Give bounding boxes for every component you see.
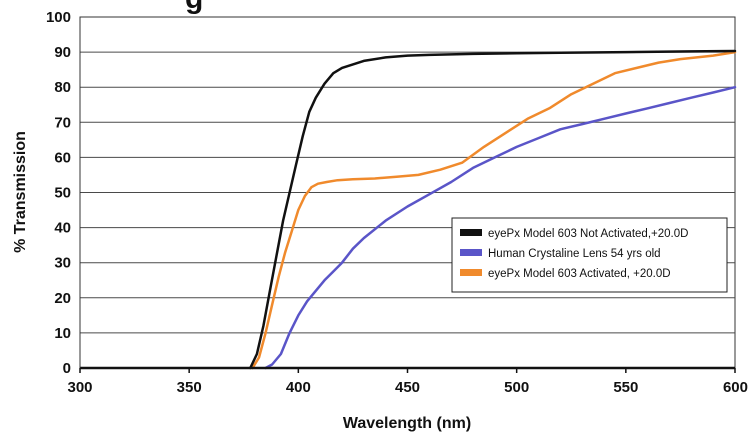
y-axis-title: % Transmission: [12, 131, 29, 253]
y-tick-label: 0: [63, 360, 71, 377]
y-tick-label: 80: [54, 79, 71, 96]
x-tick-labels: 300 350 400 450 500 550 600: [67, 379, 748, 396]
legend-swatch-1: [460, 249, 482, 256]
series-line-1: [264, 85, 737, 370]
y-tick-label: 90: [54, 44, 71, 61]
x-tick-label: 450: [395, 379, 420, 396]
x-tick-label: 550: [613, 379, 638, 396]
y-tick-label: 50: [54, 185, 71, 202]
x-tick-label: 350: [177, 379, 202, 396]
legend-box: [451, 217, 728, 293]
chart-title-region: g: [185, 0, 203, 15]
legend: eyePx Model 603 Not Activated,+20.0D Huma…: [451, 217, 728, 293]
series-line-2: [251, 50, 737, 370]
chart-title: g: [185, 0, 203, 15]
x-axis-title: Wavelength (nm): [343, 415, 471, 432]
x-tick-label: 600: [723, 379, 748, 396]
y-tick-label: 70: [54, 114, 71, 131]
x-tick-label: 500: [504, 379, 529, 396]
axes: [79, 17, 736, 373]
x-tick-label: 300: [67, 379, 92, 396]
legend-label-2: eyePx Model 603 Activated, +20.0D: [488, 268, 671, 280]
legend-label-0: eyePx Model 603 Not Activated,+20.0D: [488, 228, 688, 240]
legend-label-1: Human Crystaline Lens 54 yrs old: [488, 248, 661, 260]
series-lines: [249, 49, 737, 370]
y-tick-label: 40: [54, 220, 71, 237]
y-tick-label: 30: [54, 255, 71, 272]
y-tick-label: 100: [46, 9, 71, 26]
series-line-0: [249, 49, 737, 370]
y-tick-label: 20: [54, 290, 71, 307]
legend-swatch-2: [460, 269, 482, 276]
y-tick-labels: 0 10 20 30 40 50 60 70 80 90 100: [46, 9, 71, 377]
legend-swatch-0: [460, 229, 482, 236]
y-tick-label: 60: [54, 149, 71, 166]
x-tick-label: 400: [286, 379, 311, 396]
y-tick-label: 10: [54, 325, 71, 342]
